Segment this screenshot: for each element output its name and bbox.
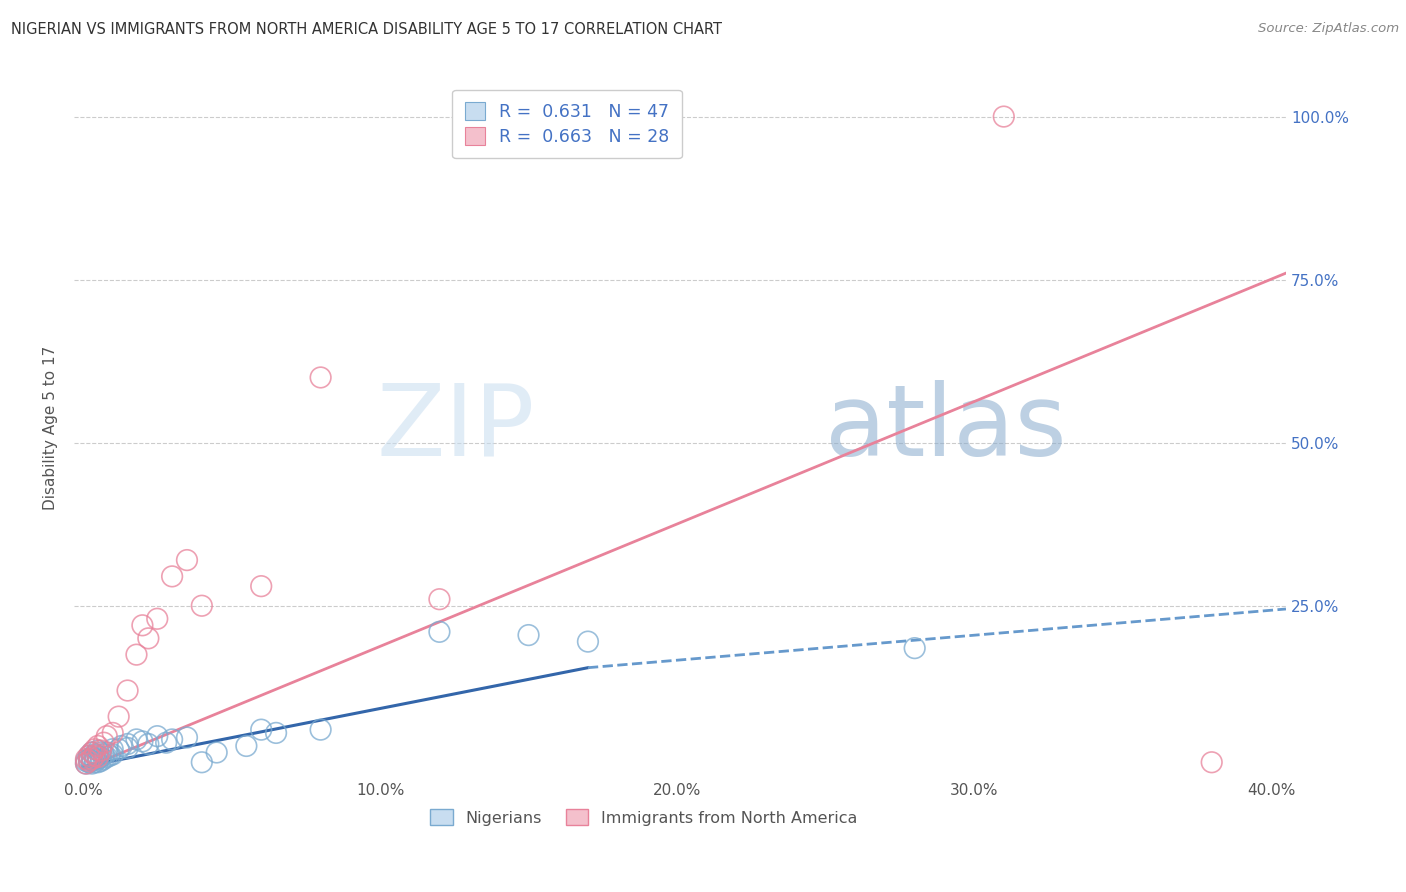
Point [83, 748, 105, 763]
Point [107, 709, 129, 723]
Point [77, 748, 100, 763]
Point [107, 742, 129, 756]
Point [90, 750, 112, 764]
Point [117, 737, 139, 751]
Point [110, 739, 132, 753]
Point [96, 729, 118, 743]
Point [191, 599, 214, 613]
Point [96, 746, 118, 760]
Point [125, 732, 148, 747]
Point [993, 110, 1015, 124]
Point [80, 752, 103, 766]
Point [77, 756, 100, 770]
Point [576, 634, 599, 648]
Point [191, 756, 214, 770]
Point [101, 742, 124, 756]
Text: atlas: atlas [825, 379, 1067, 476]
Point [93, 752, 115, 766]
Point [80, 746, 103, 760]
Point [429, 592, 451, 607]
Point [90, 743, 112, 757]
Text: ZIP: ZIP [377, 379, 534, 476]
Point [250, 579, 273, 593]
Y-axis label: Disability Age 5 to 17: Disability Age 5 to 17 [44, 346, 58, 510]
Point [75, 756, 97, 771]
Legend: Nigerians, Immigrants from North America: Nigerians, Immigrants from North America [422, 801, 865, 834]
Point [87, 756, 110, 770]
Point [155, 736, 177, 750]
Point [160, 569, 183, 583]
Point [250, 723, 273, 737]
Point [429, 624, 451, 639]
Point [77, 748, 100, 763]
Point [176, 731, 198, 745]
Point [87, 748, 110, 763]
Point [117, 740, 139, 755]
Point [75, 754, 97, 768]
Point [75, 752, 97, 766]
Point [80, 750, 103, 764]
Point [80, 746, 103, 760]
Point [309, 723, 332, 737]
Point [87, 743, 110, 757]
Point [205, 746, 228, 760]
Point [93, 736, 115, 750]
Point [80, 754, 103, 768]
Point [75, 756, 97, 771]
Point [309, 370, 332, 384]
Point [83, 756, 105, 770]
Point [77, 752, 100, 766]
Point [131, 734, 153, 748]
Point [90, 746, 112, 760]
Point [77, 754, 100, 768]
Text: Source: ZipAtlas.com: Source: ZipAtlas.com [1258, 22, 1399, 36]
Point [138, 737, 160, 751]
Point [87, 739, 110, 753]
Point [98, 748, 121, 763]
Point [87, 750, 110, 764]
Point [1201, 756, 1223, 770]
Point [176, 553, 198, 567]
Point [96, 750, 118, 764]
Point [517, 628, 540, 642]
Point [80, 756, 103, 771]
Point [264, 726, 287, 740]
Point [125, 648, 148, 662]
Point [904, 641, 927, 656]
Point [131, 618, 153, 632]
Point [90, 754, 112, 768]
Point [101, 747, 124, 762]
Point [235, 739, 257, 753]
Text: NIGERIAN VS IMMIGRANTS FROM NORTH AMERICA DISABILITY AGE 5 TO 17 CORRELATION CHA: NIGERIAN VS IMMIGRANTS FROM NORTH AMERIC… [11, 22, 723, 37]
Point [146, 612, 169, 626]
Point [160, 732, 183, 747]
Point [93, 747, 115, 762]
Point [146, 729, 169, 743]
Point [101, 726, 124, 740]
Point [117, 683, 139, 698]
Point [138, 632, 160, 646]
Point [83, 752, 105, 766]
Point [83, 742, 105, 756]
Point [87, 752, 110, 766]
Point [83, 747, 105, 762]
